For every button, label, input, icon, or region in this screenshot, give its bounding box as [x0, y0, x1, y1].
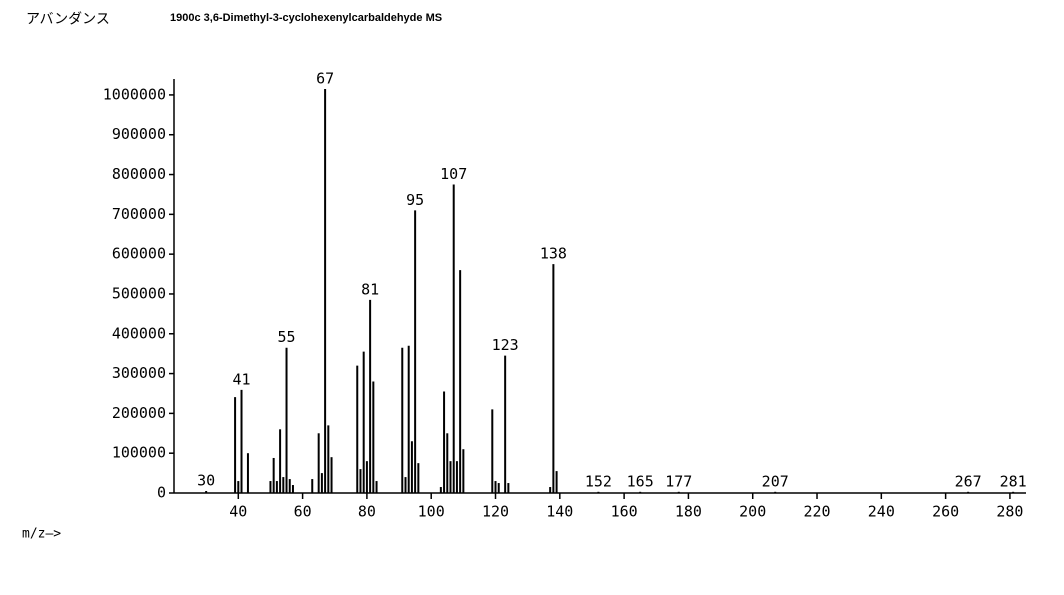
y-tick-label: 100000 — [112, 444, 166, 462]
peak-label: 267 — [955, 472, 982, 490]
peak-label: 41 — [232, 370, 250, 388]
peak-label: 165 — [627, 472, 654, 490]
y-tick-label: 1000000 — [103, 85, 166, 103]
y-tick-label: 400000 — [112, 324, 166, 342]
x-tick-label: 40 — [229, 503, 247, 521]
y-tick-label: 300000 — [112, 364, 166, 382]
x-tick-label: 100 — [418, 503, 445, 521]
x-tick-label: 260 — [932, 503, 959, 521]
peak-label: 67 — [316, 69, 334, 87]
x-tick-label: 120 — [482, 503, 509, 521]
x-tick-label: 60 — [294, 503, 312, 521]
y-tick-label: 700000 — [112, 205, 166, 223]
x-tick-label: 140 — [546, 503, 573, 521]
x-tick-label: 80 — [358, 503, 376, 521]
peak-label: 123 — [492, 336, 519, 354]
peak-label: 177 — [665, 472, 692, 490]
x-tick-label: 180 — [675, 503, 702, 521]
x-axis-label: m/z—> — [22, 527, 61, 542]
peak-label: 281 — [1000, 472, 1027, 490]
y-tick-label: 0 — [157, 484, 166, 502]
x-tick-label: 200 — [739, 503, 766, 521]
y-axis-label: アバンダンス — [26, 11, 110, 27]
y-tick-label: 600000 — [112, 245, 166, 263]
x-tick-label: 220 — [803, 503, 830, 521]
x-tick-label: 280 — [996, 503, 1023, 521]
peak-label: 55 — [277, 328, 295, 346]
y-tick-label: 900000 — [112, 125, 166, 143]
chart-title: 1900c 3,6-Dimethyl-3-cyclohexenylcarbald… — [170, 12, 442, 24]
peak-label: 138 — [540, 245, 567, 263]
peak-label: 207 — [762, 472, 789, 490]
y-tick-label: 500000 — [112, 284, 166, 302]
peak-label: 30 — [197, 472, 215, 490]
peak-label: 107 — [440, 165, 467, 183]
y-tick-label: 800000 — [112, 165, 166, 183]
x-tick-label: 160 — [611, 503, 638, 521]
peak-label: 81 — [361, 280, 379, 298]
y-tick-label: 200000 — [112, 404, 166, 422]
x-tick-label: 240 — [868, 503, 895, 521]
peak-label: 152 — [585, 472, 612, 490]
peak-label: 95 — [406, 191, 424, 209]
